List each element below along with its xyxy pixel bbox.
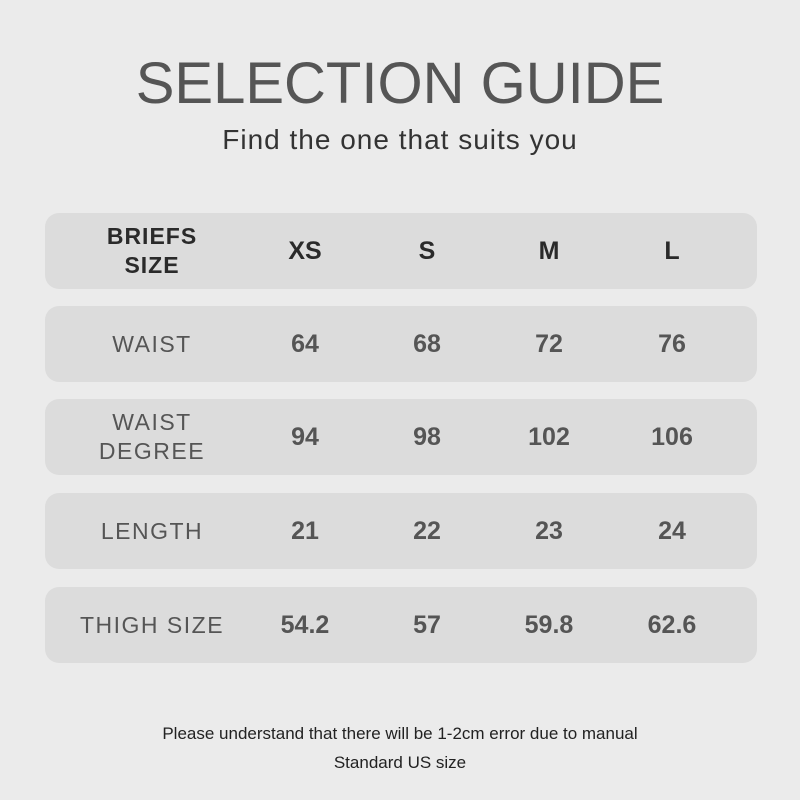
table-row: THIGH SIZE 54.2 57 59.8 62.6 — [45, 587, 757, 663]
error-note: Please understand that there will be 1-2… — [162, 724, 638, 743]
cell-value: 72 — [535, 329, 563, 358]
cell-value: 62.6 — [647, 610, 697, 639]
cell-value: 23 — [535, 516, 563, 545]
cell-value: 22 — [413, 516, 441, 545]
cell-value: 57 — [413, 610, 441, 639]
row-label: LENGTH — [100, 517, 204, 544]
cell-value: 106 — [651, 422, 693, 451]
row-label: WAIST — [112, 330, 192, 357]
cell-value: 94 — [291, 422, 319, 451]
cell-value: 54.2 — [280, 610, 330, 639]
cell-value: 24 — [658, 516, 686, 545]
header-label: BRIEFS SIZE — [106, 223, 198, 278]
row-label: WAIST DEGREE — [98, 409, 206, 464]
header-size-s: S — [418, 236, 436, 265]
cell-value: 21 — [291, 516, 319, 545]
table-header-row: BRIEFS SIZE XS S M L — [45, 213, 757, 289]
cell-value: 64 — [291, 329, 319, 358]
page-title: SELECTION GUIDE — [135, 51, 665, 116]
table-row: LENGTH 21 22 23 24 — [45, 493, 757, 569]
table-row: WAIST 64 68 72 76 — [45, 306, 757, 382]
cell-value: 68 — [413, 329, 441, 358]
cell-value: 76 — [658, 329, 686, 358]
header-size-m: M — [538, 236, 560, 265]
header-size-xs: XS — [288, 236, 322, 265]
cell-value: 98 — [413, 422, 441, 451]
size-standard-note: Standard US size — [333, 753, 467, 772]
page-subtitle: Find the one that suits you — [222, 124, 578, 155]
table-row: WAIST DEGREE 94 98 102 106 — [45, 399, 757, 475]
header-size-l: L — [664, 236, 680, 265]
cell-value: 59.8 — [524, 610, 574, 639]
row-label: THIGH SIZE — [79, 611, 225, 638]
cell-value: 102 — [528, 422, 570, 451]
